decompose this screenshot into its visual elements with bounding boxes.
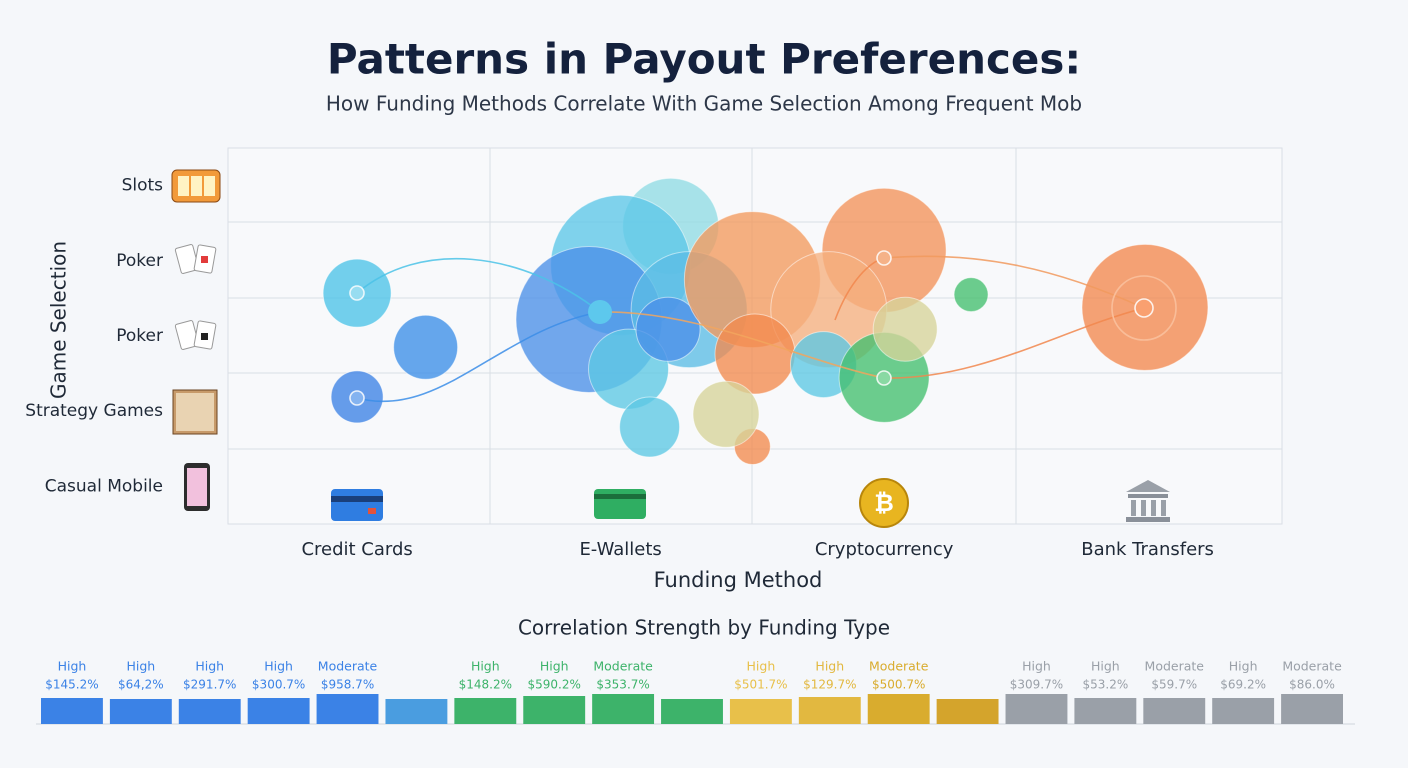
chart-title: Patterns in Payout Preferences: (327, 35, 1081, 84)
bar-chart-title: Correlation Strength by Funding Type (518, 616, 890, 640)
amount-label: $300.7% (252, 678, 305, 692)
amount-label: $309.7% (1010, 678, 1063, 692)
bar (729, 699, 792, 724)
strength-label: Moderate (1145, 659, 1205, 674)
bar (316, 694, 379, 724)
x-tick-label: Bank Transfers (1081, 539, 1214, 560)
bar (1074, 698, 1137, 724)
bar (1281, 694, 1343, 724)
strength-label: Moderate (1282, 659, 1342, 674)
y-tick-label: Casual Mobile (45, 476, 163, 496)
amount-label: $59.7% (1151, 678, 1197, 692)
strength-label: High (195, 659, 224, 674)
funding-icons: ₿ (331, 478, 1170, 528)
bar (867, 694, 930, 724)
strength-label: High (471, 659, 500, 674)
x-tick-label: Cryptocurrency (815, 539, 954, 560)
bar (1212, 698, 1275, 724)
amount-label: $958.7% (321, 678, 374, 692)
x-tick-label: E-Wallets (579, 539, 661, 560)
amount-label: $148.2% (459, 678, 512, 692)
y-axis-title: Game Selection (47, 241, 71, 399)
amount-label: $64,2% (118, 678, 164, 692)
strength-label: High (126, 659, 155, 674)
strength-label: High (1022, 659, 1051, 674)
bar (661, 699, 723, 724)
bubble (635, 296, 701, 362)
bar (109, 699, 172, 724)
strength-label: High (747, 659, 776, 674)
amount-label: $69.2% (1220, 678, 1266, 692)
x-axis-title: Funding Method (654, 568, 823, 592)
chart-subtitle: How Funding Methods Correlate With Game … (326, 92, 1082, 116)
connectors (349, 250, 1177, 406)
strength-label: High (1091, 659, 1120, 674)
strength-label: High (815, 659, 844, 674)
bar (1143, 698, 1206, 724)
bar (247, 698, 310, 724)
game-icons (171, 169, 221, 511)
bar (592, 694, 655, 724)
amount-label: $291.7% (183, 678, 236, 692)
strength-label: High (1229, 659, 1258, 674)
bubbles (322, 177, 1209, 466)
bubble (619, 396, 681, 458)
svg-text:₿: ₿ (874, 489, 894, 517)
amount-label: $145.2% (45, 678, 98, 692)
amount-label: $501.7% (734, 678, 787, 692)
bar (1005, 694, 1068, 724)
y-tick-label: Slots (122, 176, 164, 196)
bar (41, 698, 103, 724)
bubble (692, 380, 760, 448)
bar (936, 699, 999, 724)
amount-label: $590.2% (528, 678, 581, 692)
bar (523, 696, 586, 724)
y-tick-label: Poker (116, 326, 163, 346)
bar (798, 697, 861, 724)
strength-label: High (540, 659, 569, 674)
y-tick-label: Strategy Games (25, 401, 163, 421)
amount-label: $86.0% (1289, 678, 1335, 692)
amount-label: $353.7% (596, 678, 649, 692)
bar (178, 699, 241, 724)
strength-label: Moderate (869, 659, 929, 674)
strength-label: Moderate (318, 659, 378, 674)
amount-label: $129.7% (803, 678, 856, 692)
bar (454, 698, 517, 724)
bubble (393, 314, 459, 380)
bubble (872, 296, 938, 362)
bubble (953, 277, 989, 313)
strength-label: Moderate (593, 659, 653, 674)
bar (385, 699, 448, 724)
amount-label: $53.2% (1082, 678, 1128, 692)
amount-label: $500.7% (872, 678, 925, 692)
strength-label: High (58, 659, 87, 674)
y-tick-label: Poker (116, 251, 163, 271)
strength-label: High (264, 659, 293, 674)
x-tick-label: Credit Cards (301, 539, 412, 560)
